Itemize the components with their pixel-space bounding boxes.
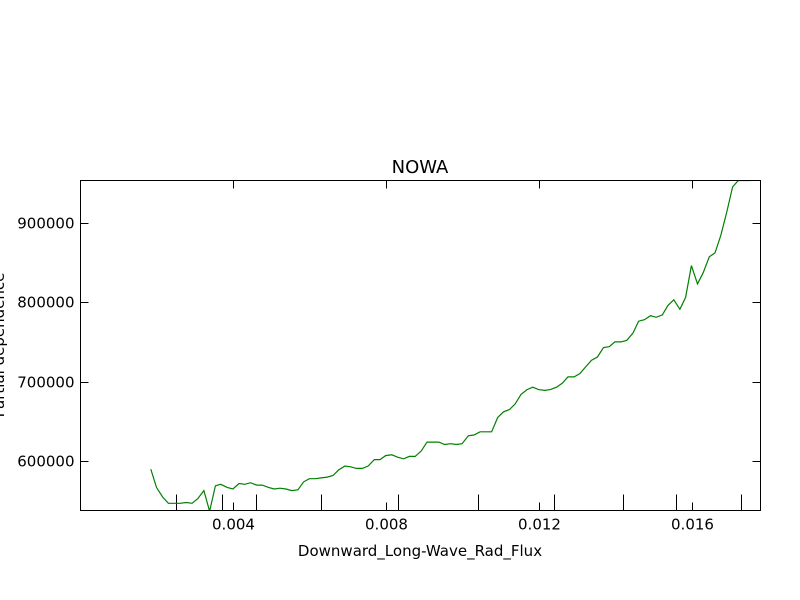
x-tick-label: 0.016 xyxy=(671,516,714,534)
y-tick-label: 600000 xyxy=(17,453,74,471)
chart-title: NOWA xyxy=(392,157,449,178)
x-axis-label: Downward_Long-Wave_Rad_Flux xyxy=(298,542,542,561)
x-tick-label: 0.004 xyxy=(212,516,255,534)
y-tick-label: 700000 xyxy=(17,374,74,392)
series-line xyxy=(150,181,751,510)
plot-border xyxy=(80,180,761,511)
axis-ticks xyxy=(80,180,761,511)
y-tick-label: 900000 xyxy=(17,215,74,233)
plot-area xyxy=(80,180,761,511)
y-axis-label: Partial dependence xyxy=(0,273,8,418)
x-tick-label: 0.008 xyxy=(365,516,408,534)
series-layer xyxy=(150,181,751,510)
y-tick-label: 800000 xyxy=(17,294,74,312)
x-tick-label: 0.012 xyxy=(518,516,561,534)
axis-tick-labels: 0.004 0.008 0.012 0.016 600000 700000 800000 90… xyxy=(17,215,714,534)
